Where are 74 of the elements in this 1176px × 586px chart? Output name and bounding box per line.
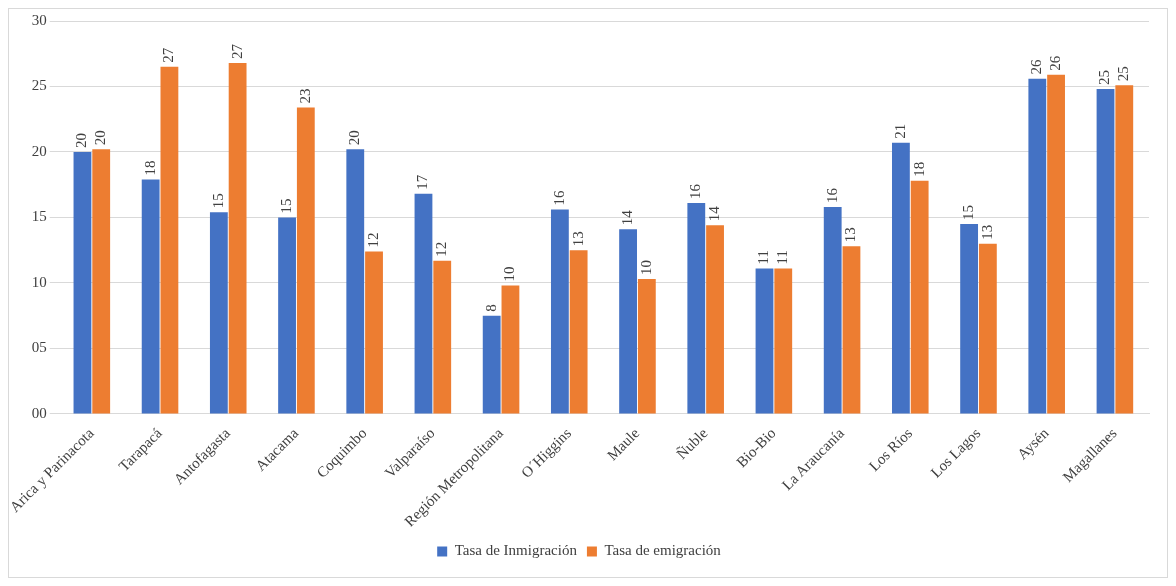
bar	[755, 268, 774, 414]
bar	[550, 209, 569, 414]
data-label: 13	[978, 224, 995, 240]
y-tick-label: 00	[31, 404, 47, 421]
data-label: 25	[1115, 66, 1132, 82]
bar	[910, 180, 929, 414]
bar	[296, 107, 315, 414]
bar	[433, 260, 452, 414]
bar	[1115, 85, 1134, 414]
data-label: 8	[482, 304, 499, 312]
data-label: 11	[755, 250, 772, 265]
bar	[365, 251, 383, 414]
data-label: 12	[433, 241, 450, 257]
bar	[141, 179, 160, 414]
y-tick-label: 10	[31, 273, 47, 290]
bar	[978, 243, 997, 414]
bar	[960, 224, 979, 414]
bar	[278, 217, 296, 414]
data-label: 16	[687, 183, 704, 200]
data-label: 17	[414, 174, 431, 190]
bar	[1096, 89, 1115, 414]
bar	[482, 315, 501, 414]
bar	[228, 62, 247, 414]
bar	[1047, 74, 1065, 414]
data-label: 10	[637, 260, 654, 275]
y-tick-label: 15	[31, 208, 47, 225]
data-label: 10	[501, 266, 518, 282]
bar	[501, 285, 520, 414]
bar	[842, 246, 861, 414]
bar	[92, 149, 111, 414]
data-label: 13	[842, 227, 859, 243]
bar	[346, 149, 365, 414]
data-label: 14	[705, 205, 722, 222]
data-label: 27	[228, 43, 245, 59]
data-label: 16	[823, 187, 840, 203]
legend-label: Tasa de emigración	[604, 542, 722, 559]
data-label: 23	[296, 88, 313, 104]
y-tick-label: 30	[31, 11, 47, 28]
y-tick-label: 05	[31, 339, 47, 356]
bar	[706, 225, 724, 414]
y-tick-label: 20	[31, 142, 47, 159]
data-label: 25	[1096, 70, 1113, 86]
data-label: 20	[92, 130, 109, 146]
bar	[823, 206, 842, 414]
bar	[160, 66, 179, 414]
data-label: 14	[619, 209, 636, 226]
data-label: 18	[141, 160, 158, 176]
data-label: 26	[1047, 55, 1064, 71]
bar	[637, 279, 656, 414]
bar	[569, 250, 588, 414]
data-label: 20	[346, 130, 363, 146]
data-label: 16	[550, 190, 567, 206]
bar	[209, 212, 228, 414]
bar	[619, 229, 637, 414]
data-label: 11	[774, 250, 791, 265]
bar	[687, 203, 706, 414]
bar	[892, 142, 910, 414]
y-tick-label: 25	[31, 77, 47, 94]
legend-label: Tasa de Inmigración	[454, 542, 578, 559]
data-label: 15	[278, 198, 294, 214]
x-tick-label: Los Ríos	[865, 424, 916, 475]
data-label: 18	[910, 161, 927, 177]
bar	[414, 193, 433, 414]
data-label: 21	[891, 123, 908, 139]
bar	[1028, 78, 1047, 414]
data-label: 20	[73, 132, 90, 148]
bar	[73, 151, 92, 414]
data-label: 26	[1028, 59, 1045, 75]
data-label: 27	[160, 47, 177, 63]
data-label: 12	[364, 232, 381, 248]
data-label: 15	[209, 193, 226, 209]
data-label: 15	[960, 205, 977, 220]
bar	[774, 268, 793, 414]
data-label: 13	[569, 231, 586, 247]
